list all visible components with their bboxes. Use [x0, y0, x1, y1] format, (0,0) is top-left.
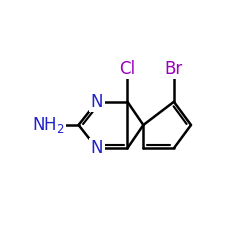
Text: N: N	[91, 93, 103, 111]
Text: Br: Br	[165, 60, 183, 78]
Text: NH$_2$: NH$_2$	[32, 115, 64, 135]
Text: Cl: Cl	[120, 60, 136, 78]
Text: N: N	[91, 139, 103, 157]
